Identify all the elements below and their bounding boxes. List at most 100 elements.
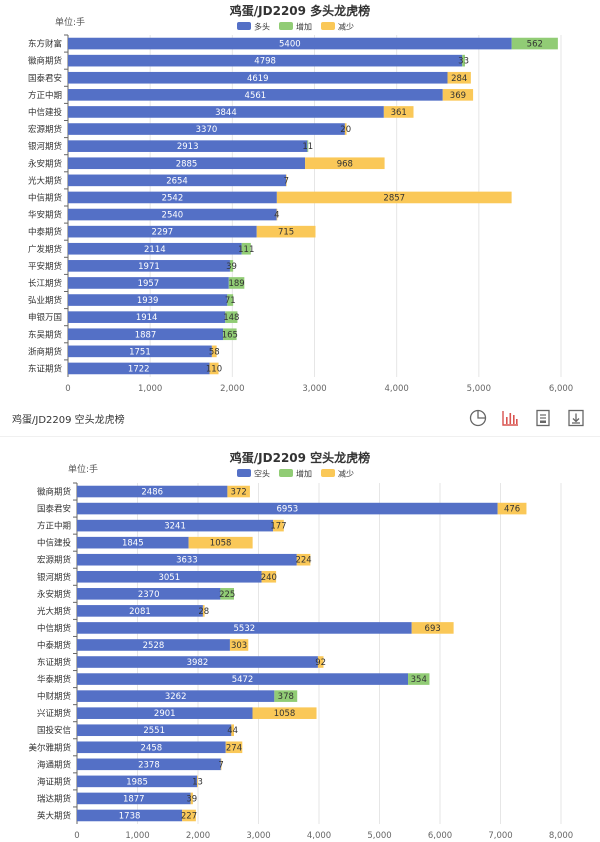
download-icon[interactable] <box>566 408 586 428</box>
bar-segment <box>77 792 191 805</box>
chart-title: 鸡蛋/JD2209 空头龙虎榜 <box>229 450 370 465</box>
category-label: 方正中期 <box>37 521 71 532</box>
data-label: 476 <box>504 505 520 515</box>
legend-label: 减少 <box>338 469 354 479</box>
bar-segment <box>68 89 443 101</box>
data-label: 274 <box>226 743 242 753</box>
category-label: 中泰期货 <box>37 640 72 651</box>
data-label: 2542 <box>162 193 184 203</box>
data-label: 1738 <box>119 811 141 821</box>
bar-segment <box>77 673 409 685</box>
data-label: 2901 <box>154 709 176 719</box>
category-label: 东方财富 <box>28 39 62 50</box>
data-label: 111 <box>238 245 254 255</box>
unit-label: 单位:手 <box>55 16 85 28</box>
x-tick-label: 7,000 <box>488 831 512 841</box>
category-label: 美尔雅期货 <box>28 742 71 753</box>
category-label: 浙商期货 <box>28 346 63 357</box>
bar-segment <box>77 502 498 515</box>
data-label: 3051 <box>158 573 180 583</box>
x-tick-label: 6,000 <box>428 831 452 841</box>
data-label: 5532 <box>234 624 256 634</box>
data-label: 227 <box>181 811 197 821</box>
chart-title: 鸡蛋/JD2209 多头龙虎榜 <box>229 3 370 18</box>
bar-segment <box>77 758 221 771</box>
bar-segment <box>77 690 275 702</box>
data-label: 3633 <box>176 556 198 566</box>
category-label: 光大期货 <box>37 606 72 617</box>
bar-segment <box>462 54 465 67</box>
data-label: 3370 <box>196 125 218 135</box>
bar-segment <box>305 157 385 170</box>
category-label: 英大期货 <box>37 810 72 821</box>
bar-segment <box>77 605 203 617</box>
category-label: 宏源期货 <box>37 555 72 566</box>
bar-segment <box>68 294 228 306</box>
category-label: 长江期货 <box>28 278 63 289</box>
bar-segment <box>77 519 274 532</box>
data-label: 3844 <box>215 108 237 118</box>
data-label: 2885 <box>176 159 198 169</box>
bar-segment <box>68 191 277 204</box>
bar-segment <box>220 588 234 600</box>
bar-segment <box>256 225 316 238</box>
bar-segment <box>182 809 196 822</box>
bar-segment <box>225 311 238 323</box>
bar-segment <box>197 775 198 788</box>
legend-label: 增加 <box>296 22 312 32</box>
bar-segment <box>68 123 345 135</box>
x-tick-label: 8,000 <box>549 831 573 841</box>
bar-segment <box>229 639 249 651</box>
data-label: 2297 <box>152 228 174 238</box>
x-tick-label: 4,000 <box>307 831 331 841</box>
data-label: 3982 <box>187 658 209 668</box>
data-label: 2857 <box>383 193 405 203</box>
data-label: 5472 <box>232 675 254 685</box>
bar-chart-icon[interactable] <box>500 408 520 428</box>
data-label: 303 <box>231 641 247 651</box>
data-label: 354 <box>411 675 427 685</box>
legend-label: 减少 <box>338 22 354 32</box>
data-label: 189 <box>228 279 244 289</box>
data-label: 2913 <box>177 142 199 152</box>
bar-segment <box>223 328 237 341</box>
bar-segment <box>68 54 463 67</box>
bar-segment <box>411 622 454 634</box>
bar-segment <box>68 260 230 272</box>
bar-segment <box>231 724 234 737</box>
bar-segment <box>77 724 232 737</box>
category-label: 中信建投 <box>37 538 72 549</box>
bar-segment <box>344 123 347 135</box>
pie-chart-icon[interactable] <box>468 408 488 428</box>
bar-segment <box>77 809 183 822</box>
bar-segment <box>442 89 474 101</box>
bar-segment <box>274 690 298 702</box>
category-label: 弘业期货 <box>28 295 63 306</box>
data-label: 6953 <box>277 505 299 515</box>
data-label: 5400 <box>279 40 301 50</box>
data-label: 1914 <box>136 313 158 323</box>
bar-segment <box>276 208 278 221</box>
bar-segment <box>229 260 234 272</box>
x-tick-label: 6,000 <box>549 384 573 394</box>
data-label: 3241 <box>164 522 186 532</box>
data-label: 378 <box>278 692 294 702</box>
data-label: 1957 <box>138 279 160 289</box>
data-label: 284 <box>451 74 467 84</box>
category-label: 东证期货 <box>28 363 63 374</box>
data-label: 58 <box>209 347 220 357</box>
data-label: 2458 <box>141 743 163 753</box>
data-label: 28 <box>198 607 209 617</box>
data-label: 44 <box>227 726 238 736</box>
bar-segment <box>227 485 250 498</box>
data-label: 968 <box>337 159 353 169</box>
bar-segment <box>202 605 205 617</box>
document-icon[interactable] <box>533 408 553 428</box>
data-label: 165 <box>222 330 238 340</box>
bar-segment <box>68 242 242 255</box>
bar-segment <box>228 277 245 289</box>
bar-segment <box>68 328 224 341</box>
data-label: 693 <box>425 624 441 634</box>
category-label: 国泰君安 <box>37 504 71 515</box>
